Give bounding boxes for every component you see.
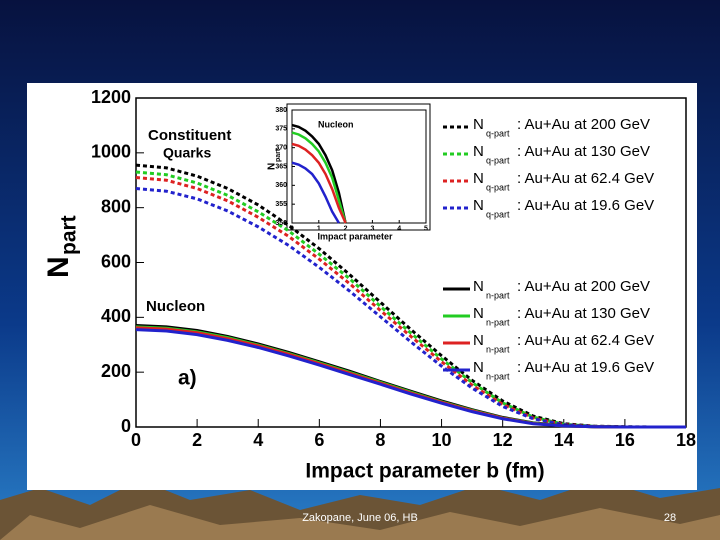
annotation: Nucleon xyxy=(146,298,205,315)
x-axis-label: Impact parameter b (fm) xyxy=(305,460,544,483)
y-axis-label-sub: part xyxy=(58,215,81,255)
y-tick-label: 1000 xyxy=(91,142,131,162)
x-tick-label: 10 xyxy=(432,430,452,450)
y-tick-label: 400 xyxy=(101,306,131,326)
x-tick-label: 18 xyxy=(676,430,696,450)
legend-label-sub: q-part xyxy=(486,128,510,138)
x-tick-label: 0 xyxy=(290,225,294,232)
legend-label: : Au+Au at 62.4 GeV xyxy=(517,332,654,349)
x-tick-label: 8 xyxy=(375,430,385,450)
legend-label: : Au+Au at 130 GeV xyxy=(517,305,650,322)
legend-label: N xyxy=(473,143,484,160)
series-line xyxy=(291,123,347,224)
y-tick-label: 350 xyxy=(275,220,287,227)
y-tick-label: 800 xyxy=(101,196,131,216)
x-tick-label: 3 xyxy=(370,225,374,232)
x-tick-label: 5 xyxy=(424,225,428,232)
x-tick-label: 2 xyxy=(192,430,202,450)
x-tick-label: 6 xyxy=(314,430,324,450)
y-tick-label: 365 xyxy=(275,163,287,170)
legend-label: : Au+Au at 200 GeV xyxy=(517,278,650,295)
footer-text: Zakopane, June 06, HB xyxy=(302,512,418,524)
annotation: Constituent xyxy=(148,127,231,144)
legend-label: N xyxy=(473,116,484,133)
legend-label: N xyxy=(473,332,484,349)
series-line xyxy=(291,142,347,224)
y-tick-label: 0 xyxy=(121,416,131,436)
legend-label: N xyxy=(473,170,484,187)
legend-label: N xyxy=(473,359,484,376)
x-tick-label: 12 xyxy=(493,430,513,450)
y-tick-label: 1200 xyxy=(91,87,131,107)
page-number: 28 xyxy=(664,512,676,524)
legend-label: : Au+Au at 130 GeV xyxy=(517,143,650,160)
legend-label: : Au+Au at 19.6 GeV xyxy=(517,359,654,376)
annotation: Quarks xyxy=(163,145,211,161)
legend-label: N xyxy=(473,278,484,295)
legend-label: : Au+Au at 62.4 GeV xyxy=(517,170,654,187)
annotation: a) xyxy=(178,367,197,390)
legend-label-sub: q-part xyxy=(486,209,510,219)
y-tick-label: 600 xyxy=(101,251,131,271)
legend-label-sub: n-part xyxy=(486,344,510,354)
legend-label: N xyxy=(473,197,484,214)
inset-title: Nucleon xyxy=(318,119,354,129)
x-tick-label: 14 xyxy=(554,430,574,450)
legend-label: N xyxy=(473,305,484,322)
legend-label-sub: q-part xyxy=(486,182,510,192)
legend-label-sub: q-part xyxy=(486,155,510,165)
x-tick-label: 4 xyxy=(397,225,401,232)
inset-y-label-sub: part xyxy=(275,148,282,162)
legend-label-sub: n-part xyxy=(486,317,510,327)
series-line xyxy=(135,170,686,429)
legend-label-sub: n-part xyxy=(486,290,510,300)
y-tick-label: 375 xyxy=(275,126,287,133)
inset-frame xyxy=(286,103,431,231)
y-tick-label: 355 xyxy=(275,201,287,208)
y-tick-label: 380 xyxy=(275,107,287,114)
inset-y-label: N xyxy=(267,163,278,170)
x-tick-label: 0 xyxy=(131,430,141,450)
series-line xyxy=(135,328,686,429)
mountains-front xyxy=(0,505,720,540)
series-line xyxy=(291,161,340,224)
x-tick-label: 1 xyxy=(317,225,321,232)
x-tick-label: 2 xyxy=(344,225,348,232)
legend-label: : Au+Au at 200 GeV xyxy=(517,116,650,133)
y-tick-label: 200 xyxy=(101,361,131,381)
y-tick-label: 370 xyxy=(275,145,287,152)
x-tick-label: 4 xyxy=(253,430,263,450)
legend-label: : Au+Au at 19.6 GeV xyxy=(517,197,654,214)
y-tick-label: 360 xyxy=(275,182,287,189)
inset-x-label: Impact parameter xyxy=(317,231,393,241)
series-line xyxy=(291,131,347,224)
y-axis-label: N xyxy=(42,256,75,278)
x-tick-label: 16 xyxy=(615,430,635,450)
legend-label-sub: n-part xyxy=(486,371,510,381)
